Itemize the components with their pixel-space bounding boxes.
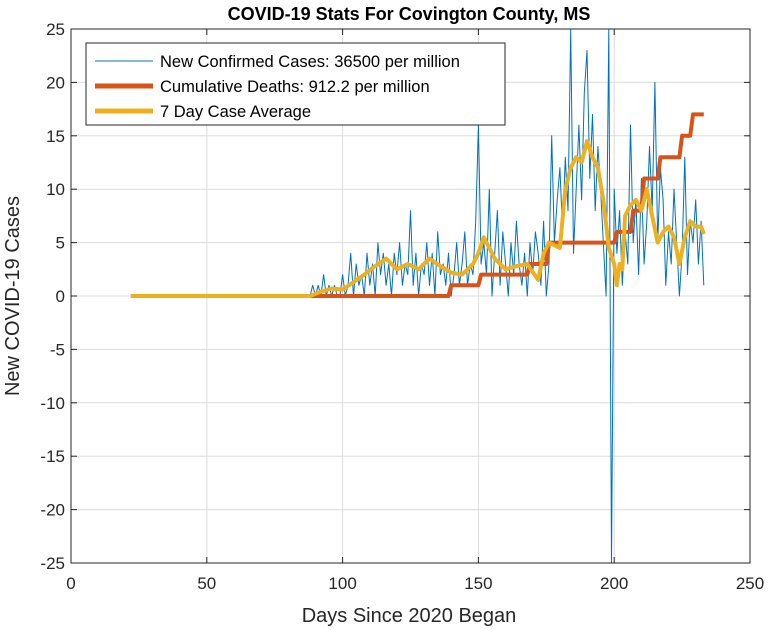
x-axis-label: Days Since 2020 Began — [302, 605, 517, 627]
x-tick-label: 50 — [197, 574, 216, 593]
y-tick-label: 5 — [56, 234, 65, 253]
y-tick-label: 15 — [46, 127, 65, 146]
legend-label-new-cases: New Confirmed Cases: 36500 per million — [160, 53, 460, 71]
y-tick-label: -15 — [40, 447, 65, 466]
x-tick-label: 150 — [464, 574, 492, 593]
y-tick-label: 20 — [46, 73, 65, 92]
y-tick-label: 10 — [46, 180, 65, 199]
x-tick-label: 250 — [736, 574, 764, 593]
y-tick-label: -20 — [40, 501, 65, 520]
chart-title: COVID-19 Stats For Covington County, MS — [228, 4, 591, 24]
y-tick-label: 25 — [46, 20, 65, 39]
x-tick-label: 200 — [600, 574, 628, 593]
y-tick-label: 0 — [56, 287, 65, 306]
legend-box — [85, 42, 506, 126]
y-tick-label: -5 — [50, 340, 65, 359]
y-tick-label: -25 — [40, 554, 65, 573]
series-line-new-cases — [130, 29, 705, 563]
legend-label-deaths: Cumulative Deaths: 912.2 per million — [160, 78, 430, 96]
y-axis-label: New COVID-19 Cases — [2, 196, 24, 396]
legend: New Confirmed Cases: 36500 per million C… — [85, 42, 506, 126]
x-tick-label: 100 — [328, 574, 356, 593]
legend-label-average: 7 Day Case Average — [160, 103, 311, 121]
y-tick-label: -10 — [40, 394, 65, 413]
series-line-average — [130, 139, 706, 298]
series-group — [130, 29, 706, 563]
x-tick-label: 0 — [66, 574, 75, 593]
